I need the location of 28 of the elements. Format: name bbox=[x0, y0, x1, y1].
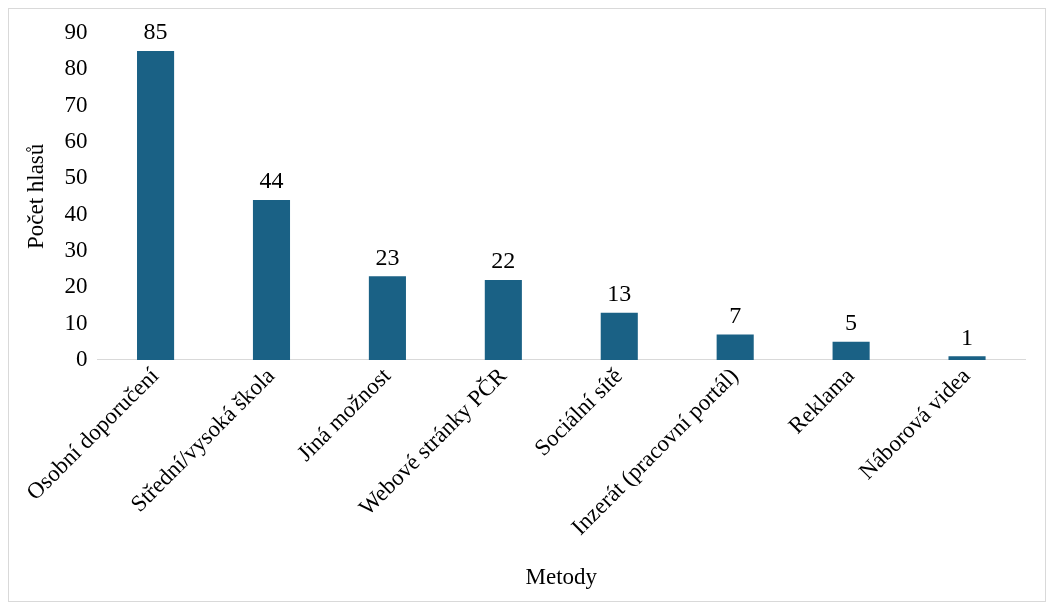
data-label: 5 bbox=[845, 309, 858, 336]
y-tick-label: 90 bbox=[64, 18, 88, 44]
bar bbox=[716, 334, 754, 360]
y-tick-label: 60 bbox=[64, 127, 88, 153]
data-label: 85 bbox=[143, 18, 168, 45]
bar bbox=[832, 341, 870, 360]
data-label: 1 bbox=[961, 323, 974, 350]
y-tick-label: 30 bbox=[64, 236, 88, 262]
data-label: 22 bbox=[491, 247, 516, 274]
bar bbox=[948, 356, 986, 360]
y-tick-label: 50 bbox=[64, 164, 88, 190]
x-axis-title: Metody bbox=[525, 564, 598, 590]
bar bbox=[600, 312, 638, 360]
y-tick-label: 80 bbox=[64, 55, 88, 81]
data-label: 23 bbox=[375, 243, 400, 270]
bar bbox=[252, 200, 291, 360]
y-tick-label: 40 bbox=[64, 200, 88, 226]
bar bbox=[484, 279, 522, 360]
data-label: 13 bbox=[607, 279, 632, 306]
y-tick-label: 0 bbox=[76, 346, 88, 371]
bar bbox=[137, 50, 175, 360]
y-tick-label: 20 bbox=[64, 273, 88, 299]
y-tick-label: 10 bbox=[64, 309, 88, 335]
y-axis-title: Počet hlasů bbox=[22, 143, 48, 250]
y-tick-label: 70 bbox=[64, 91, 88, 117]
data-label: 7 bbox=[729, 301, 742, 328]
bar bbox=[368, 276, 406, 360]
data-label: 44 bbox=[259, 167, 284, 194]
